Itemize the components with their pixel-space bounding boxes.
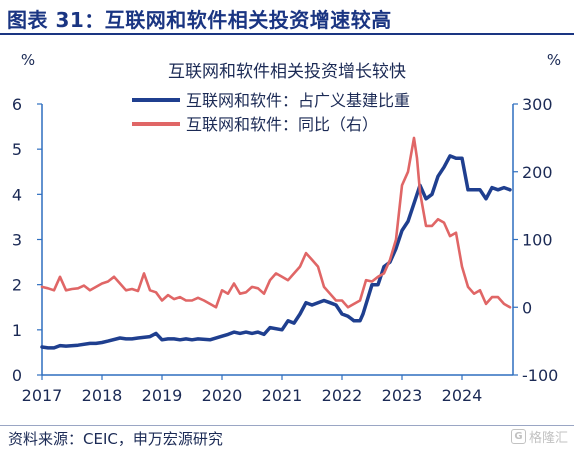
axes: 0 1 2 3 4 5 6 -100 0 100 200 300 2017 2018 2019 2020 202… [12, 95, 559, 405]
chart-title: 互联网和软件相关投资增长较快 [168, 62, 406, 82]
legend-label-yoy: 互联网和软件：同比（右） [186, 115, 378, 134]
legend-label-share: 互联网和软件：占广义基建比重 [186, 91, 410, 110]
x-tick-label: 2018 [82, 386, 123, 405]
series-line-yoy [40, 136, 512, 309]
y-left-tick-label: 4 [12, 185, 22, 204]
title-rule [0, 33, 574, 35]
y-left-tick-label: 2 [12, 276, 22, 295]
legend: 互联网和软件：占广义基建比重 互联网和软件：同比（右） [132, 91, 410, 134]
watermark-text: 格隆汇 [528, 431, 568, 446]
y-right-tick-label: 100 [522, 231, 553, 250]
x-tick-label: 2024 [442, 386, 483, 405]
series-group [40, 136, 512, 350]
y-right-unit: % [547, 51, 561, 69]
y-left-tick-label: 5 [12, 140, 22, 159]
y-right-tick-label: 300 [522, 95, 553, 114]
source-note: 资料来源：CEIC，申万宏源研究 [8, 430, 223, 448]
source-rule [0, 425, 574, 426]
x-tick-label: 2017 [22, 386, 63, 405]
x-tick-label: 2020 [202, 386, 243, 405]
watermark-logo-icon: G [510, 429, 526, 444]
x-tick-label: 2021 [262, 386, 303, 405]
y-left-tick-label: 6 [12, 95, 22, 114]
y-right-tick-label: 0 [522, 298, 532, 317]
figure-title: 图表 31：互联网和软件相关投资增速较高 [7, 8, 392, 32]
line-chart: 互联网和软件相关投资增长较快 % % 0 1 2 3 4 5 6 -100 0 100 200 300… [12, 51, 561, 405]
y-right-tick-label: -100 [522, 366, 558, 385]
watermark: G 格隆汇 [510, 427, 568, 446]
series-line-share [40, 154, 512, 350]
y-left-tick-label: 1 [12, 321, 22, 340]
y-left-unit: % [21, 51, 35, 69]
x-tick-label: 2019 [142, 386, 183, 405]
y-right-tick-label: 200 [522, 163, 553, 182]
y-left-tick-label: 3 [12, 231, 22, 250]
figure-header: 图表 31：互联网和软件相关投资增速较高 [0, 0, 574, 35]
x-tick-label: 2023 [382, 386, 423, 405]
y-left-tick-label: 0 [12, 366, 22, 385]
x-tick-label: 2022 [322, 386, 363, 405]
chart-area: 互联网和软件相关投资增长较快 % % 0 1 2 3 4 5 6 -100 0 100 200 300… [0, 36, 574, 420]
